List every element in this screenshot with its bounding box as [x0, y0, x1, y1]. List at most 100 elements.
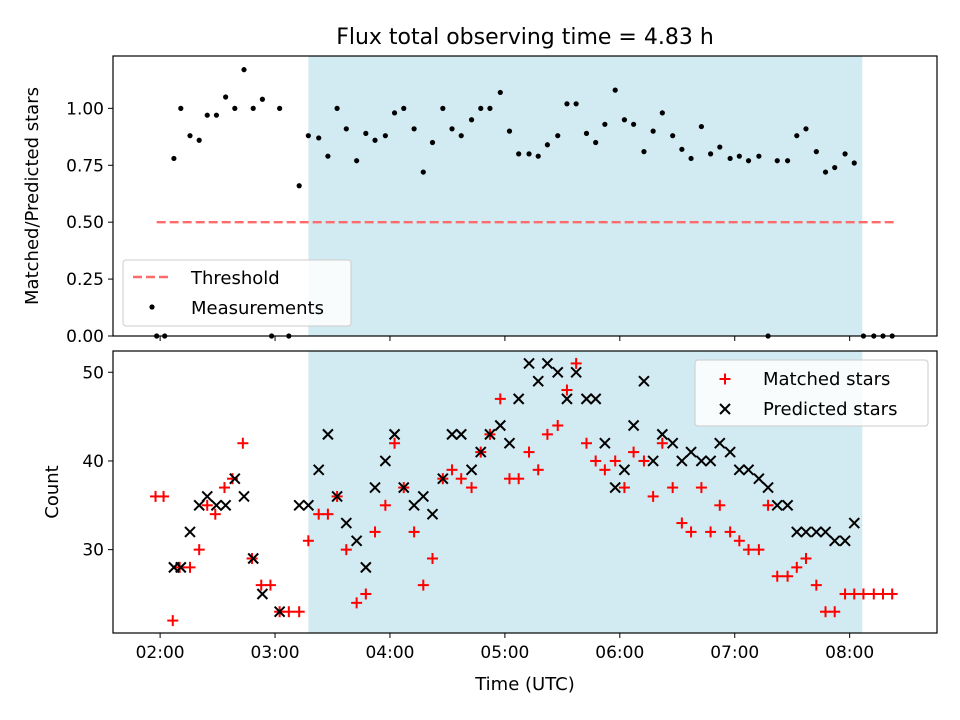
predicted-star-point — [618, 464, 631, 476]
predicted-star-point — [455, 428, 467, 441]
predicted-star-point — [175, 561, 187, 574]
matched-star-point — [193, 544, 205, 556]
matched-star-point — [455, 473, 467, 485]
measurement-point — [756, 153, 762, 159]
matched-star-point — [848, 588, 860, 600]
predicted-star-point — [398, 481, 410, 494]
measurement-point — [842, 151, 848, 157]
predicted-star-point — [417, 490, 429, 503]
matched-star-point — [293, 606, 305, 618]
matched-star-point — [513, 473, 525, 485]
measurement-point — [813, 149, 819, 155]
predicted-star-point — [541, 357, 554, 370]
measurement-point — [526, 151, 532, 157]
matched-star-point — [408, 526, 420, 538]
matched-star-point — [167, 615, 179, 627]
matched-star-point — [695, 482, 707, 494]
measurement-point — [774, 158, 780, 164]
measurement-point — [832, 164, 838, 171]
measurement-point — [449, 126, 455, 132]
predicted-star-point — [273, 606, 286, 618]
x-axis-label: Time (UTC) — [474, 674, 575, 695]
x-tick-label: 03:00 — [251, 643, 300, 663]
matched-star-point — [283, 606, 295, 618]
ratio-y-axis-label: Matched/Predicted stars — [22, 87, 43, 305]
matched-star-point — [158, 490, 170, 502]
measurement-point — [296, 183, 302, 189]
measurements-legend-label: Measurements — [191, 298, 324, 319]
matched-star-point — [782, 570, 794, 582]
matched-star-point — [313, 508, 325, 520]
predicted-star-point — [523, 357, 535, 370]
matched-star-point — [561, 384, 573, 396]
matched-star-point — [733, 535, 745, 547]
predicted-star-point — [676, 455, 688, 467]
predicted-star-point — [532, 375, 544, 387]
measurement-point — [363, 130, 369, 136]
measurement-point — [391, 110, 398, 116]
matched-star-point — [800, 553, 812, 565]
measurement-point — [555, 133, 561, 139]
predicted-star-point — [704, 455, 717, 467]
measurement-point — [784, 158, 791, 164]
matched-star-point — [446, 464, 458, 476]
count-y-tick-label: 50 — [82, 363, 104, 383]
measurement-point — [794, 133, 800, 139]
matched-star-point — [762, 499, 774, 511]
matched-star-point — [791, 561, 803, 573]
measurement-point — [478, 105, 484, 111]
measurement-point — [241, 67, 247, 73]
matched-star-point — [753, 544, 765, 556]
measurement-point — [708, 151, 714, 157]
predicted-star-point — [570, 366, 582, 378]
measurement-point — [745, 158, 752, 164]
ratio-legend-box — [122, 259, 352, 327]
measurement-point — [223, 94, 229, 100]
count-legend: Matched stars Predicted stars — [694, 359, 929, 427]
predicted-star-point — [184, 526, 196, 538]
predicted-star-point — [599, 437, 611, 449]
predicted-star-point — [552, 366, 564, 378]
measurement-point — [354, 158, 360, 164]
predicted-star-point — [733, 464, 746, 476]
ratio-panel: 0.00 0.25 0.50 0.75 1.00 Matched/Predicted s… — [22, 55, 938, 347]
chart-title: Flux total observing time = 4.83 h — [336, 25, 714, 50]
predicted-star-point — [446, 428, 458, 441]
measurement-point — [593, 139, 599, 146]
predicted-star-point — [800, 526, 812, 538]
predicted-star-point — [580, 393, 593, 405]
measurement-point — [382, 133, 388, 139]
measurement-point — [196, 137, 202, 143]
matched-star-point — [820, 606, 832, 618]
matched-star-point — [667, 482, 679, 494]
measurement-point — [736, 153, 742, 159]
predicted-star-point — [742, 464, 755, 476]
predicted-star-point — [313, 464, 325, 476]
predicted-star-point — [781, 499, 794, 512]
measurement-point — [602, 121, 608, 127]
predicted-star-point — [201, 490, 213, 503]
predicted-star-point — [647, 455, 659, 467]
measurement-point — [717, 144, 723, 150]
matched-star-point — [417, 579, 429, 591]
ratio-legend: Threshold Measurements — [122, 259, 352, 327]
matched-star-point — [237, 437, 249, 449]
predicted-stars-legend-label: Predicted stars — [763, 399, 897, 420]
matched-star-point — [379, 499, 391, 511]
measurement-point — [468, 117, 475, 123]
matched-star-point — [771, 570, 783, 582]
matched-star-point — [255, 579, 267, 591]
matched-star-point — [580, 437, 592, 449]
matched-star-point — [264, 579, 276, 591]
count-y-tick-label: 30 — [82, 541, 104, 561]
threshold-legend-label: Threshold — [190, 268, 280, 289]
measurement-point — [497, 89, 503, 96]
predicted-star-point — [627, 419, 640, 432]
predicted-star-point — [388, 428, 401, 441]
predicted-star-point — [229, 472, 241, 485]
measurement-point — [822, 169, 829, 175]
matched-star-point — [743, 544, 755, 556]
measurement-point — [372, 137, 378, 143]
predicted-star-point — [685, 446, 697, 458]
matched-star-point — [724, 526, 736, 538]
